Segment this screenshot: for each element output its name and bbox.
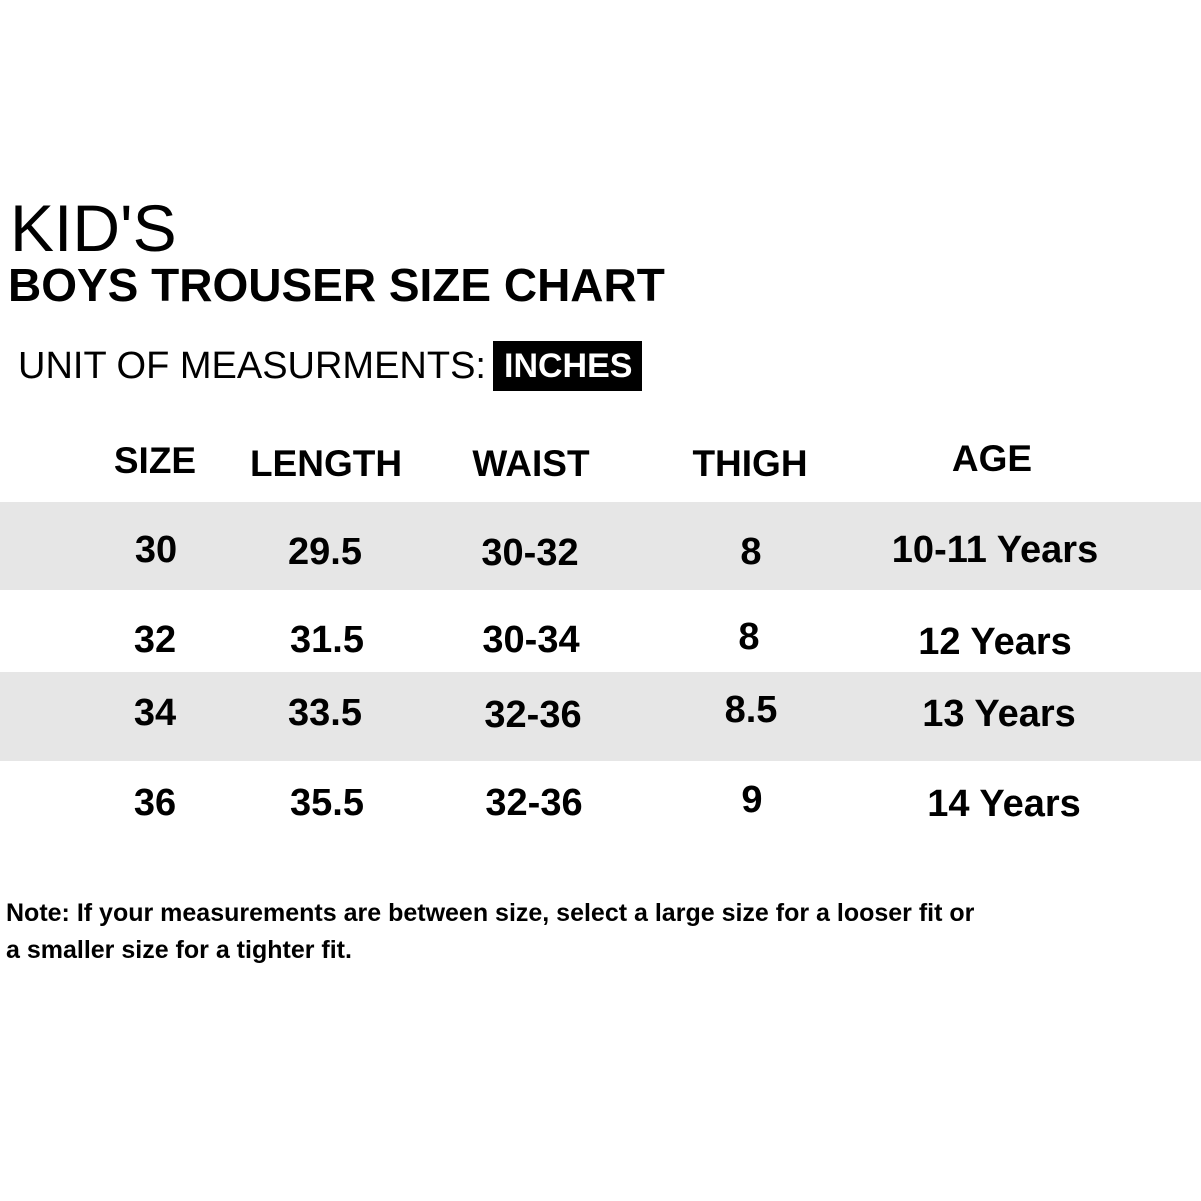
title-kids: KID'S [10, 191, 177, 265]
cell-age: 14 Years [927, 783, 1081, 825]
unit-row: UNIT OF MEASURMENTS: INCHES [18, 340, 643, 392]
cell-length: 33.5 [288, 692, 362, 734]
unit-badge: INCHES [493, 341, 643, 391]
note-line-1: Note: If your measurements are between s… [6, 899, 975, 927]
table-row-band-3 [0, 672, 1201, 761]
cell-thigh: 9 [741, 779, 763, 821]
cell-age: 10-11 Years [891, 529, 1099, 571]
header-age: AGE [951, 438, 1033, 479]
cell-thigh: 8.5 [724, 689, 778, 731]
unit-label: UNIT OF MEASURMENTS: [18, 345, 486, 387]
note-line-2: a smaller size for a tighter fit. [6, 936, 352, 964]
cell-size: 36 [133, 782, 177, 824]
cell-length: 29.5 [288, 531, 362, 573]
cell-length: 35.5 [290, 782, 364, 824]
header-waist: WAIST [472, 443, 590, 484]
cell-waist: 32-36 [484, 694, 582, 736]
header-length: LENGTH [249, 443, 403, 484]
cell-waist: 32-36 [485, 782, 583, 824]
size-note: Note: If your measurements are between s… [6, 895, 1126, 969]
cell-size: 34 [133, 692, 177, 734]
header-thigh: THIGH [692, 443, 808, 484]
cell-age: 12 Years [918, 621, 1072, 663]
page-title: BOYS TROUSER SIZE CHART [8, 259, 665, 311]
cell-thigh: 8 [740, 531, 762, 573]
cell-age: 13 Years [922, 693, 1076, 735]
cell-size: 30 [134, 529, 178, 571]
header-size: SIZE [113, 440, 197, 481]
cell-waist: 30-32 [481, 532, 579, 574]
cell-thigh: 8 [738, 616, 760, 658]
table-row-band-1 [0, 502, 1201, 590]
cell-size: 32 [133, 619, 177, 661]
cell-length: 31.5 [290, 619, 364, 661]
cell-waist: 30-34 [482, 619, 580, 661]
